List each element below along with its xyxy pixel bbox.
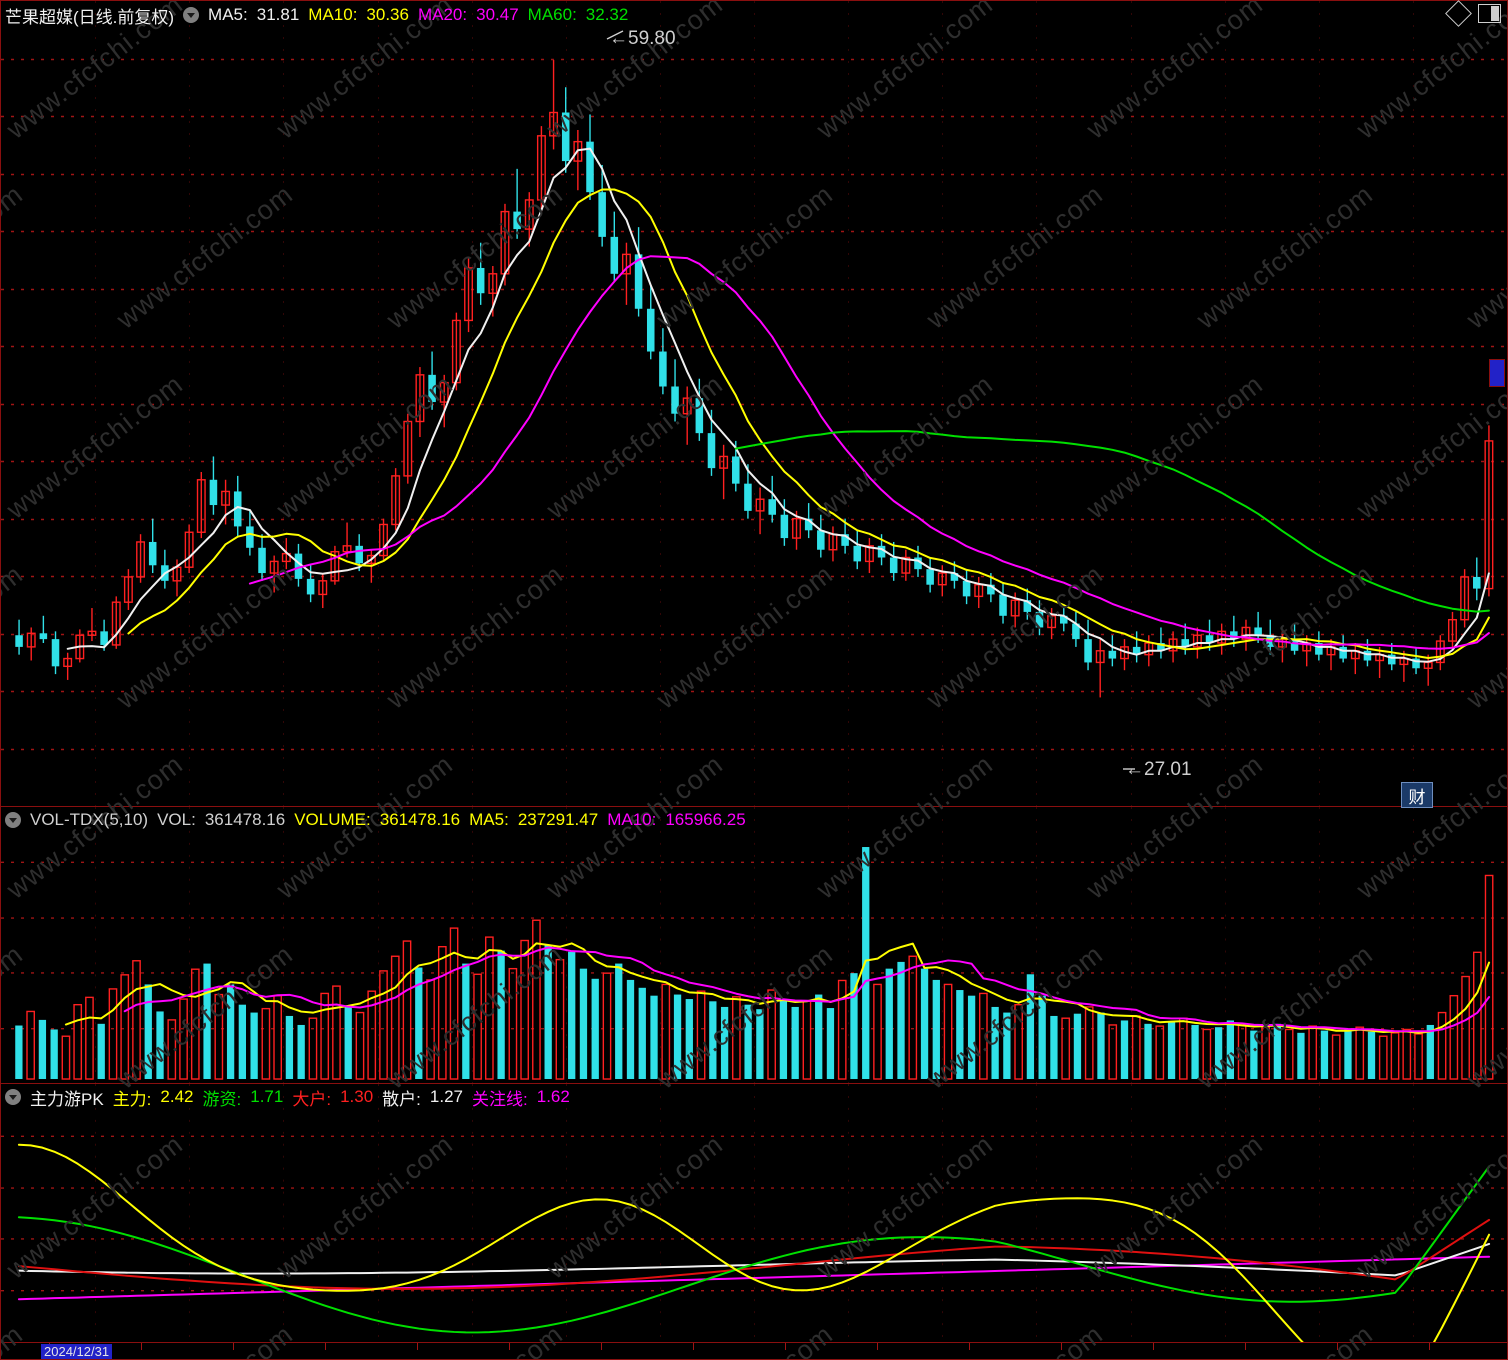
date-axis[interactable]: 2024/12/31 <box>1 1342 1507 1360</box>
chevron-down-icon[interactable] <box>5 812 21 828</box>
ma10-value: 30.36 <box>366 5 409 24</box>
sanhu-value: 1.27 <box>429 1087 463 1106</box>
ma20-label: MA20: <box>417 5 468 24</box>
volume-value: 361478.16 <box>379 810 461 829</box>
date-tick <box>417 1343 418 1350</box>
sanhu-label: 散户: <box>382 1089 421 1109</box>
kline-plot[interactable] <box>1 1 1507 806</box>
ma60-label: MA60: <box>527 5 577 24</box>
pk-indicator-title: 主力游PK <box>30 1089 104 1109</box>
date-tick <box>693 1343 694 1350</box>
date-tick <box>325 1343 326 1350</box>
chevron-down-icon[interactable] <box>183 7 200 23</box>
date-tick <box>1245 1343 1246 1350</box>
cai-badge[interactable]: 财 <box>1401 782 1433 808</box>
dahu-value: 1.30 <box>340 1087 374 1106</box>
vol-ma5-value: 237291.47 <box>517 810 599 829</box>
ma5-value: 31.81 <box>256 5 300 24</box>
youzi-value: 1.71 <box>250 1087 284 1106</box>
ma10-label: MA10: <box>308 5 358 24</box>
main-kline-panel[interactable] <box>1 1 1507 806</box>
date-tick <box>601 1343 602 1350</box>
date-tick <box>1429 1343 1430 1350</box>
date-tick <box>1061 1343 1062 1350</box>
zhuli-label: 主力: <box>112 1089 152 1109</box>
zhuli-value: 2.42 <box>160 1087 194 1106</box>
volume-label: VOLUME: <box>294 810 371 829</box>
ma60-value: 32.32 <box>585 5 629 24</box>
pk-plot[interactable] <box>1 1084 1507 1342</box>
selected-date-label: 2024/12/31 <box>41 1344 113 1359</box>
dahu-label: 大户: <box>292 1089 332 1109</box>
guanzhuxian-value: 1.62 <box>536 1087 570 1106</box>
volume-plot[interactable] <box>1 807 1507 1083</box>
date-tick <box>141 1343 142 1350</box>
volume-panel[interactable] <box>1 806 1507 1083</box>
layout-panel-icon[interactable] <box>1478 4 1501 23</box>
ma20-value: 30.47 <box>476 5 519 24</box>
vol-ma10-label: MA10: <box>607 810 657 829</box>
date-tick <box>233 1343 234 1350</box>
ma5-label: MA5: <box>208 5 248 24</box>
diamond-icon[interactable] <box>1445 0 1472 27</box>
date-tick <box>1153 1343 1154 1350</box>
chevron-down-icon[interactable] <box>5 1089 21 1105</box>
youzi-label: 游资: <box>202 1089 242 1109</box>
vol-ma5-label: MA5: <box>469 810 509 829</box>
vol-label: VOL: <box>157 810 196 829</box>
date-tick <box>785 1343 786 1350</box>
pk-panel-header: 主力游PK 主力: 2.42 游资: 1.71 大户: 1.30 散户: 1.2… <box>1 1085 579 1109</box>
date-tick <box>969 1343 970 1350</box>
right-edge-scroll-marker[interactable] <box>1489 359 1505 387</box>
stock-title: 芒果超媒(日线.前复权) <box>5 7 175 27</box>
high-price-annotation: ←59.80 <box>609 28 676 49</box>
pk-panel[interactable] <box>1 1083 1507 1342</box>
low-price-annotation: ←27.01 <box>1125 759 1192 780</box>
volume-panel-header: VOL-TDX(5,10) VOL: 361478.16 VOLUME: 361… <box>1 808 755 832</box>
vol-value: 361478.16 <box>204 810 286 829</box>
vol-ma10-value: 165966.25 <box>665 810 746 829</box>
date-tick <box>1337 1343 1338 1350</box>
date-tick <box>509 1343 510 1350</box>
window-icons <box>1445 0 1501 27</box>
vol-indicator-title: VOL-TDX(5,10) <box>30 810 149 829</box>
date-tick <box>877 1343 878 1350</box>
main-panel-header: 芒果超媒(日线.前复权) MA5: 31.81 MA10: 30.36 MA20… <box>1 3 637 27</box>
guanzhuxian-label: 关注线: <box>472 1089 528 1109</box>
